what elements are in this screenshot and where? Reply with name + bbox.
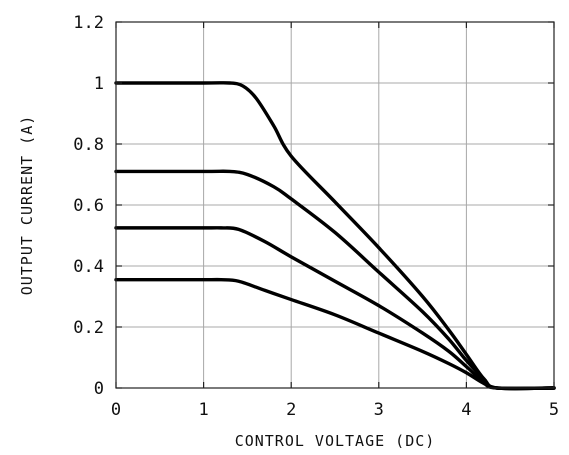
x-tick-label: 4: [461, 400, 471, 420]
grid: [116, 22, 554, 388]
ticks: [115, 21, 555, 389]
y-tick-labels: 0 0.2 0.4 0.6 0.8 1 1.2: [73, 13, 104, 399]
y-tick-label: 0: [94, 379, 104, 399]
y-tick-label: 0.4: [73, 257, 104, 277]
y-tick-label: 1.2: [73, 13, 104, 33]
series-group: [114, 81, 556, 391]
series-line-1: [114, 81, 556, 391]
x-tick-label: 0: [111, 400, 121, 420]
y-tick-label: 0.8: [73, 135, 104, 155]
x-axis-label: CONTROL VOLTAGE (DC): [235, 432, 436, 450]
y-tick-label: 0.6: [73, 196, 104, 216]
series-line-3: [114, 226, 556, 391]
x-tick-label: 3: [374, 400, 384, 420]
y-tick-label: 1: [94, 74, 104, 94]
series-line-2: [114, 169, 556, 391]
y-axis-label: OUTPUT CURRENT (A): [18, 115, 36, 296]
x-tick-label: 1: [198, 400, 208, 420]
x-tick-label: 2: [286, 400, 296, 420]
x-tick-label: 5: [549, 400, 559, 420]
x-tick-labels: 0 1 2 3 4 5: [111, 400, 559, 420]
y-tick-label: 0.2: [73, 318, 104, 338]
series-line-4: [114, 277, 556, 391]
